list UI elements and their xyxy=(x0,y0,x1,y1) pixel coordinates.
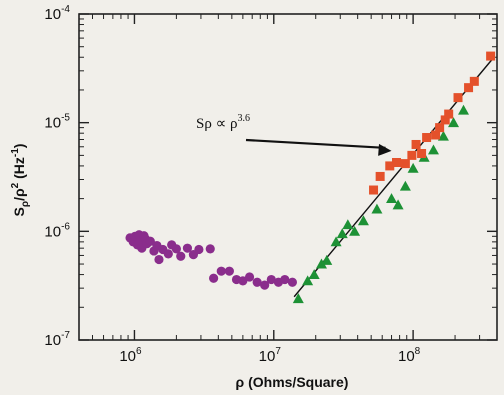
data-point-circle xyxy=(171,244,181,254)
data-point-triangle xyxy=(330,236,342,247)
data-point-square xyxy=(440,115,450,125)
data-point-circle xyxy=(182,243,193,253)
y-tick-label: 10-7 xyxy=(44,330,70,349)
data-point-triangle xyxy=(321,254,333,265)
data-point-triangle xyxy=(371,203,383,214)
data-point-circle xyxy=(266,274,276,285)
data-point-triangle xyxy=(437,130,449,141)
data-point-circle xyxy=(224,266,234,276)
data-point-triangle xyxy=(308,269,320,279)
data-point-triangle xyxy=(458,104,470,115)
data-point-square xyxy=(464,83,474,93)
y-tick-label: 10-6 xyxy=(44,221,70,240)
data-point-triangle xyxy=(302,275,314,286)
data-point-square xyxy=(417,149,427,159)
y-tick-label: 10-5 xyxy=(44,113,70,132)
x-tick-label: 107 xyxy=(259,346,282,365)
data-point-square xyxy=(392,157,402,167)
data-point-square xyxy=(375,171,385,181)
data-point-triangle xyxy=(349,225,361,236)
data-point-triangle xyxy=(336,228,348,239)
annotation-label: Sρ ∝ ρ3.6 xyxy=(196,113,250,132)
data-point-square xyxy=(486,51,496,61)
data-point-triangle xyxy=(392,199,404,210)
data-point-circle xyxy=(260,280,270,290)
data-point-triangle xyxy=(292,293,304,304)
data-point-triangle xyxy=(427,144,439,155)
data-point-circle xyxy=(205,244,215,254)
data-point-circle xyxy=(216,266,226,276)
data-point-square xyxy=(444,109,454,119)
data-point-circle xyxy=(145,236,155,246)
x-axis-label: ρ (Ohms/Square) xyxy=(236,374,349,390)
plot-frame xyxy=(78,13,498,341)
data-point-square xyxy=(469,76,479,86)
data-point-square xyxy=(453,93,463,103)
y-axis-label: Sρ/ρ2 (Hz-1) xyxy=(10,144,31,217)
data-point-circle xyxy=(252,277,262,287)
data-point-circle xyxy=(238,276,248,286)
data-point-square xyxy=(411,139,421,149)
data-point-triangle xyxy=(399,180,411,191)
data-point-square xyxy=(407,150,417,160)
data-point-triangle xyxy=(357,215,369,226)
x-tick-label: 106 xyxy=(119,346,142,365)
data-point-circle xyxy=(163,249,173,259)
data-point-triangle xyxy=(342,219,354,230)
data-point-square xyxy=(385,161,395,171)
data-point-triangle xyxy=(386,193,398,204)
annotation-arrow-shaft xyxy=(245,138,386,149)
data-point-circle xyxy=(280,274,290,285)
minor-ticks xyxy=(78,14,498,340)
data-point-square xyxy=(400,159,410,169)
data-point-circle xyxy=(287,277,297,287)
data-point-square xyxy=(435,123,445,133)
tick-labels: 106 107 108 10-7 10-6 10-5 10-4 xyxy=(44,4,420,365)
data-point-circle xyxy=(194,244,204,255)
data-point-triangle xyxy=(448,117,460,128)
data-point-triangle xyxy=(407,162,419,173)
data-point-circle xyxy=(244,272,255,282)
annotation-group: Sρ ∝ ρ3.6 xyxy=(196,113,392,156)
data-points xyxy=(125,51,496,304)
data-point-square xyxy=(422,133,432,143)
major-ticks xyxy=(79,13,497,341)
annotation-arrow-head xyxy=(378,143,392,156)
x-tick-label: 108 xyxy=(398,346,421,365)
data-point-circle xyxy=(176,251,186,261)
data-point-circle xyxy=(209,273,219,283)
data-point-square xyxy=(369,185,379,195)
data-point-triangle xyxy=(315,258,327,269)
data-point-circle xyxy=(154,254,164,265)
y-tick-label: 10-4 xyxy=(44,4,70,23)
data-point-square xyxy=(431,130,441,140)
